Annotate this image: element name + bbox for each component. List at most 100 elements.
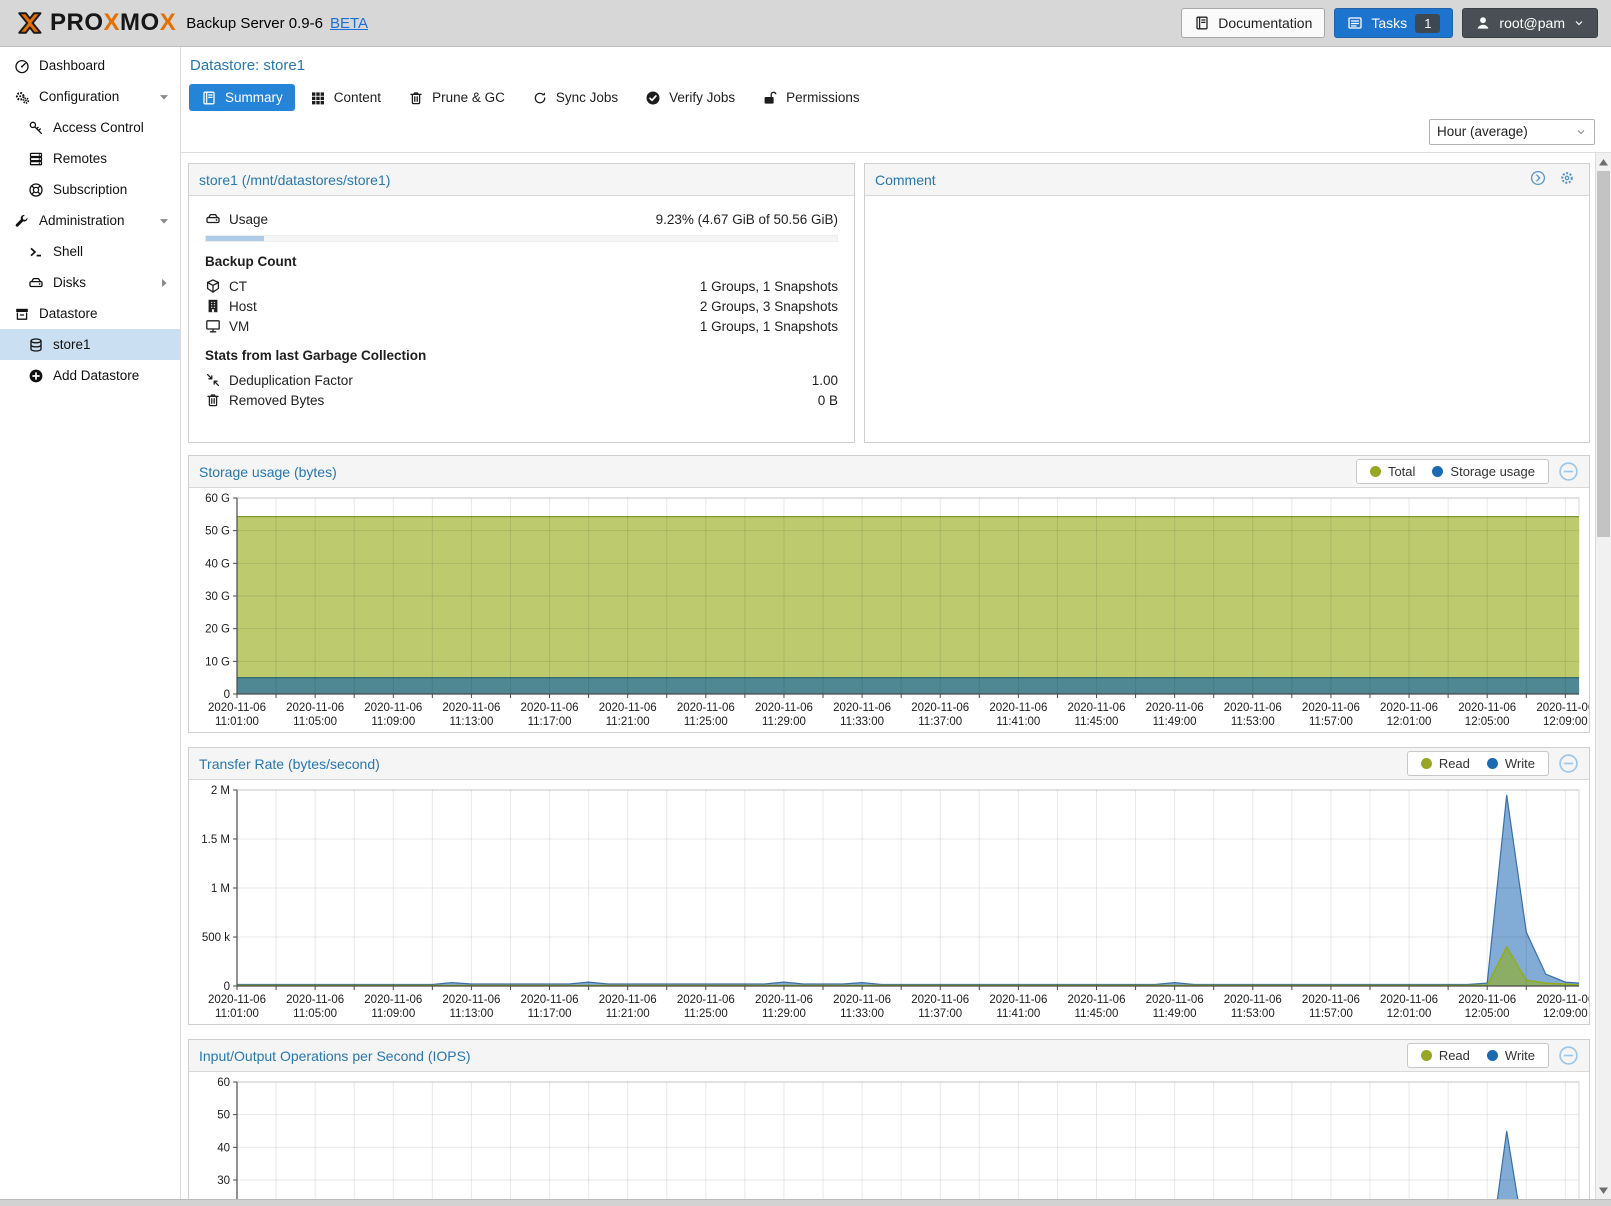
legend-item-write[interactable]: Write — [1486, 756, 1535, 771]
top-bar-actions: Documentation Tasks 1 root@pam — [1181, 8, 1598, 38]
chart-legend: Total Storage usage — [1355, 459, 1549, 484]
sidebar-item-store1[interactable]: store1 — [0, 329, 180, 360]
documentation-button[interactable]: Documentation — [1181, 8, 1326, 38]
row-value: 1.00 — [811, 372, 838, 388]
svg-text:50: 50 — [217, 1110, 230, 1122]
lifering-icon — [28, 182, 44, 198]
sidebar-item-datastore[interactable]: Datastore — [0, 298, 180, 329]
tab-content[interactable]: Content — [298, 84, 393, 111]
legend-item-read[interactable]: Read — [1420, 756, 1470, 771]
sidebar-item-label: Dashboard — [39, 58, 106, 73]
row-label: Removed Bytes — [229, 392, 325, 408]
book-icon — [201, 90, 217, 106]
chart-panel-storage-usage-bytes: Storage usage (bytes) Total Storage usag… — [188, 455, 1590, 733]
toolbar: Hour (average) — [181, 111, 1611, 153]
expand-comment-icon[interactable] — [1530, 170, 1550, 190]
legend-dot-icon — [1369, 466, 1381, 477]
tab-permissions[interactable]: Permissions — [750, 84, 872, 111]
sidebar-item-label: Disks — [53, 275, 86, 290]
sidebar-item-remotes[interactable]: Remotes — [0, 143, 180, 174]
collapse-panel-icon[interactable] — [1558, 461, 1579, 482]
tasks-button[interactable]: Tasks 1 — [1334, 8, 1454, 38]
chart-panel-transfer-rate-bytes-second: Transfer Rate (bytes/second) Read Write 0… — [188, 747, 1590, 1025]
brand-wordmark: PROXMOX — [50, 9, 177, 36]
summary-row-vm: VM 1 Groups, 1 Snapshots — [205, 316, 838, 336]
chart-panel-header: Storage usage (bytes) Total Storage usag… — [189, 456, 1589, 488]
legend-dot-icon — [1420, 758, 1432, 769]
legend-item-total[interactable]: Total — [1369, 464, 1415, 479]
usage-progress-fill — [206, 236, 265, 241]
building-icon — [205, 298, 221, 314]
sidebar-item-shell[interactable]: Shell — [0, 236, 180, 267]
chart-input-output-operations-per-second-iops: 01020304050602020-11-0611:01:002020-11-0… — [217, 1077, 1580, 1206]
collapse-panel-icon[interactable] — [1558, 1045, 1579, 1066]
user-menu-button[interactable]: root@pam — [1462, 8, 1598, 38]
tab-prune-gc[interactable]: Prune & GC — [396, 84, 517, 111]
terminal-icon — [28, 244, 44, 260]
legend-item-write[interactable]: Write — [1486, 1048, 1535, 1063]
caret-down-icon[interactable] — [157, 90, 171, 104]
svg-text:10 G: 10 G — [205, 656, 230, 668]
tab-sync-jobs[interactable]: Sync Jobs — [520, 84, 630, 111]
tab-summary[interactable]: Summary — [189, 84, 295, 111]
chart-panel-header: Input/Output Operations per Second (IOPS… — [189, 1040, 1589, 1072]
vertical-scrollbar[interactable] — [1595, 153, 1611, 1199]
scrollbar-up-arrow-icon[interactable] — [1596, 154, 1611, 170]
sidebar-item-label: Datastore — [39, 306, 98, 321]
sidebar-item-disks[interactable]: Disks — [0, 267, 180, 298]
cube-icon — [205, 278, 221, 294]
caret-down-icon[interactable] — [157, 214, 171, 228]
comment-panel-header: Comment — [865, 164, 1589, 196]
sidebar-item-access-control[interactable]: Access Control — [0, 112, 180, 143]
beta-link[interactable]: BETA — [329, 14, 369, 32]
usage-row: Usage 9.23% (4.67 GiB of 50.56 GiB) — [205, 209, 838, 229]
section-heading-stats-from-last-garbage-collection: Stats from last Garbage Collection — [205, 348, 427, 363]
collapse-panel-icon[interactable] — [1558, 753, 1579, 774]
usage-progress-bar — [205, 235, 838, 242]
row-label: Deduplication Factor — [229, 372, 353, 388]
sidebar-item-label: Subscription — [53, 182, 128, 197]
usage-label: Usage — [229, 211, 269, 227]
chart-storage-usage-bytes: 0 10 G 20 G 30 G 40 G 50 G 60 G 2020-11-06 11:01… — [205, 493, 1589, 728]
legend-item-storage-usage[interactable]: Storage usage — [1432, 464, 1535, 479]
svg-text:500 k: 500 k — [202, 932, 230, 944]
sidebar-item-label: Configuration — [39, 89, 120, 104]
comment-panel: Comment — [864, 163, 1590, 443]
svg-text:2 M: 2 M — [211, 785, 230, 797]
row-label: VM — [229, 318, 250, 334]
scrollbar-down-arrow-icon[interactable] — [1596, 1182, 1611, 1198]
summary-row-removed-bytes: Removed Bytes 0 B — [205, 390, 838, 410]
sidebar-item-administration[interactable]: Administration — [0, 205, 180, 236]
chart-title: Storage usage (bytes) — [199, 463, 337, 480]
svg-text:40: 40 — [217, 1142, 230, 1154]
legend-item-read[interactable]: Read — [1420, 1048, 1470, 1063]
chart-legend: Read Write — [1406, 1043, 1549, 1068]
caret-right-icon[interactable] — [157, 276, 171, 290]
trash-icon — [205, 392, 221, 408]
scrollbar-thumb[interactable] — [1597, 171, 1610, 537]
section-heading-backup-count: Backup Count — [205, 254, 297, 269]
svg-text:1 M: 1 M — [211, 883, 230, 895]
horizontal-scrollbar[interactable] — [0, 1199, 1611, 1206]
time-range-select[interactable]: Hour (average) — [1429, 118, 1595, 145]
svg-text:60: 60 — [217, 1077, 230, 1089]
sidebar-item-subscription[interactable]: Subscription — [0, 174, 180, 205]
sidebar-item-dashboard[interactable]: Dashboard — [0, 50, 180, 81]
sidebar-item-add-datastore[interactable]: Add Datastore — [0, 360, 180, 391]
sidebar-item-configuration[interactable]: Configuration — [0, 81, 180, 112]
sync-icon — [532, 90, 548, 106]
comment-settings-gear-icon[interactable] — [1559, 170, 1579, 190]
tab-verify-jobs[interactable]: Verify Jobs — [633, 84, 747, 111]
